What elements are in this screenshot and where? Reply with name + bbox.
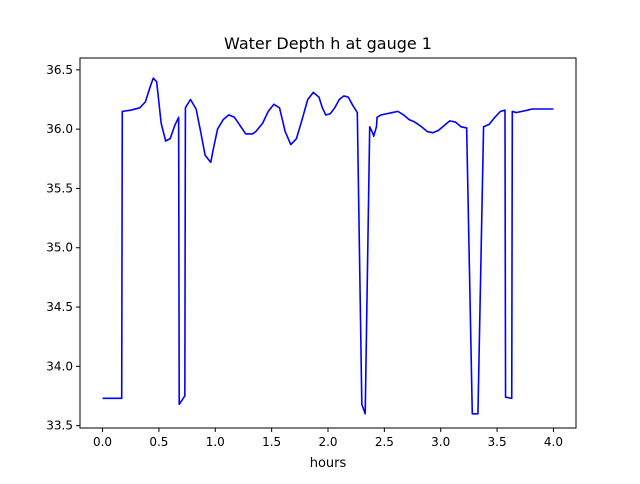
plot-frame — [79, 57, 577, 429]
x-tick-label: 3.5 — [488, 435, 507, 449]
y-tick-label: 36.5 — [46, 63, 73, 77]
series-line — [102, 77, 554, 415]
series-lines — [102, 77, 554, 415]
x-tick-label: 4.0 — [544, 435, 563, 449]
x-tick-label: 2.5 — [375, 435, 394, 449]
y-tick-label: 35.5 — [46, 181, 73, 195]
x-tick-label: 2.0 — [318, 435, 337, 449]
y-tick-label: 35.0 — [46, 241, 73, 255]
x-axis-ticks: 0.0 0.5 1.0 1.5 2.0 2.5 3.0 3.5 4.0 — [93, 428, 563, 449]
x-tick-label: 0.5 — [149, 435, 168, 449]
y-axis-ticks: 33.5 34.0 34.5 35.0 35.5 36.0 36.5 — [46, 63, 80, 433]
x-tick-label: 3.0 — [431, 435, 450, 449]
x-tick-label: 1.5 — [262, 435, 281, 449]
x-axis-label: hours — [310, 456, 347, 471]
y-tick-label: 36.0 — [46, 122, 73, 136]
y-tick-label: 33.5 — [46, 419, 73, 433]
y-tick-label: 34.5 — [46, 300, 73, 314]
x-tick-label: 0.0 — [93, 435, 112, 449]
chart-title: Water Depth h at gauge 1 — [224, 34, 432, 53]
x-tick-label: 1.0 — [206, 435, 225, 449]
y-tick-label: 34.0 — [46, 359, 73, 373]
